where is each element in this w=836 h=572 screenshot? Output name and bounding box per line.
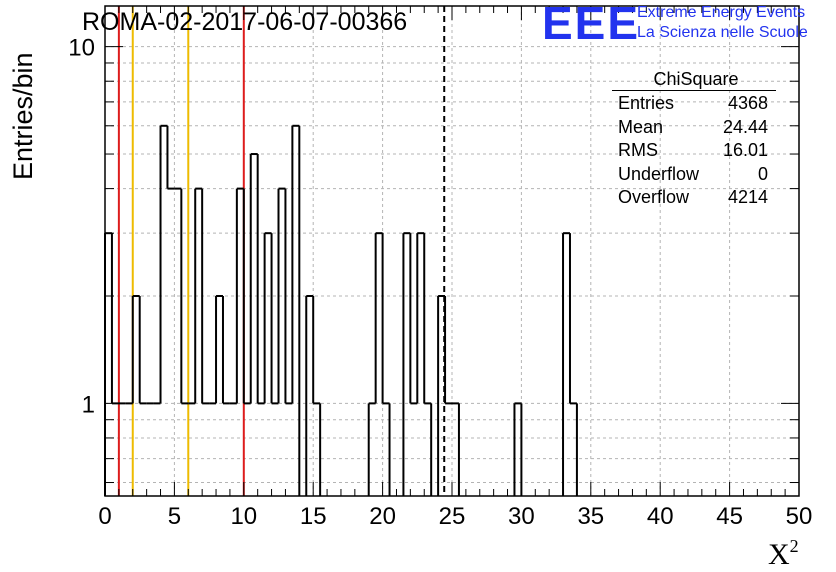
- y-tick-label: 10: [68, 35, 95, 62]
- y-axis-label: Entries/bin: [8, 52, 38, 180]
- reference-lines: [117, 6, 446, 496]
- stats-key: Underflow: [618, 163, 700, 184]
- stats-box: ChiSquare Entries 4368 Mean 24.44 RMS 16…: [612, 68, 780, 210]
- x-tick-label: 15: [300, 503, 327, 530]
- eee-logo: EEE: [542, 0, 641, 49]
- stats-key: RMS: [618, 140, 658, 160]
- chart-title: ROMA-02-2017-06-07-00366: [82, 8, 408, 36]
- x-tick-label: 40: [647, 503, 674, 530]
- stats-key: Mean: [618, 116, 664, 137]
- y-tick-label: 1: [82, 391, 95, 418]
- stats-row-overflow: Overflow 4214: [612, 186, 780, 210]
- stats-separator: [612, 90, 776, 91]
- tick-labels: 0 5 10 15 20 25 30 35 40 45 50 1 10: [68, 35, 812, 530]
- x-tick-label: 0: [98, 503, 111, 530]
- x-tick-label: 20: [369, 503, 396, 530]
- axes: [104, 5, 800, 497]
- stats-key: Entries: [618, 93, 675, 113]
- stats-row-rms: RMS 16.01: [612, 139, 780, 163]
- stats-title: ChiSquare: [653, 69, 739, 89]
- x-tick-label: 50: [786, 503, 813, 530]
- grid-lines: [105, 6, 799, 496]
- x-tick-label: 35: [577, 503, 604, 530]
- stats-value: 0: [757, 163, 768, 184]
- stats-row-mean: Mean 24.44: [612, 116, 780, 140]
- x-tick-label: 30: [508, 503, 535, 530]
- stats-key: Overflow: [618, 187, 690, 207]
- histogram-series: [104, 124, 578, 496]
- x-tick-label: 45: [716, 503, 743, 530]
- x-tick-label: 5: [168, 503, 181, 530]
- x-axis-label: X2: [768, 536, 799, 571]
- logo-caption-line2: La Scienza nelle Scuole: [637, 24, 808, 41]
- logo-caption-line1: Extreme Energy Events: [637, 4, 806, 21]
- stats-value: 4214: [727, 187, 768, 207]
- x-tick-label: 25: [439, 503, 466, 530]
- x-tick-label: 10: [230, 503, 257, 530]
- stats-row-underflow: Underflow 0: [612, 163, 780, 187]
- stats-value: 24.44: [722, 116, 768, 137]
- stats-row-entries: Entries 4368: [612, 92, 780, 116]
- stats-value: 4368: [727, 93, 768, 113]
- stats-value: 16.01: [722, 140, 768, 160]
